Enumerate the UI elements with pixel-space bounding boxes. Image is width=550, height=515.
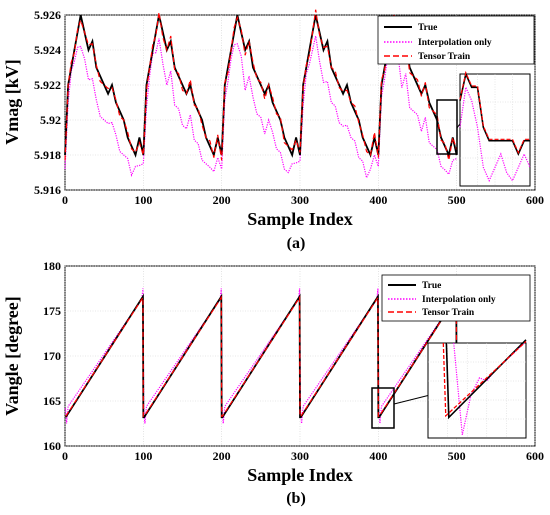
- y-tick-label: 180: [43, 259, 61, 273]
- y-tick-label: 5.916: [34, 183, 61, 197]
- panel-b-zoom-arrow: [393, 394, 431, 405]
- panel-b-zoom-box: [371, 387, 395, 429]
- x-tick-label: 200: [213, 449, 231, 463]
- panel-b-inset-series: [442, 339, 527, 435]
- x-tick-label: 300: [291, 449, 309, 463]
- inset-series-tensor-train: [459, 70, 530, 155]
- panel-a: 0 100 200 300 400 500 600 5.9165.9185.925.9225…: [2, 8, 544, 252]
- y-tick-label: 5.918: [34, 148, 61, 162]
- panel-a-y-axis-label: Vmag [kV]: [2, 59, 22, 145]
- panel-b-label: (b): [286, 490, 306, 507]
- panel-a-x-axis-label: Sample Index: [247, 209, 353, 229]
- legend-b-true-label: True: [422, 281, 441, 291]
- inset-series-tensor-train: [442, 340, 527, 418]
- panel-b-inset: [427, 339, 527, 439]
- x-tick-label: 500: [448, 449, 466, 463]
- panel-b-inset-frame: [427, 342, 527, 439]
- panel-a-x-ticks: 0 100 200 300 400 500 600: [62, 193, 544, 207]
- x-tick-label: 100: [134, 193, 152, 207]
- legend-b-tt-label: Tensor Train: [422, 308, 475, 318]
- y-tick-label: 170: [43, 349, 61, 363]
- y-tick-label: 5.92: [40, 113, 61, 127]
- x-tick-label: 600: [526, 193, 544, 207]
- x-tick-label: 100: [134, 449, 152, 463]
- legend-interp-label: Interpolation only: [418, 38, 492, 48]
- x-tick-label: 400: [369, 449, 387, 463]
- panel-b-series: [64, 288, 458, 424]
- panel-a-y-ticks: 5.916 5.918 5.92 5.922 5.924 5.926: [34, 8, 61, 197]
- x-tick-label: 300: [291, 193, 309, 207]
- y-tick-label: 175: [43, 304, 61, 318]
- y-tick-label: 5.922: [34, 78, 61, 92]
- panel-a-label: (a): [287, 235, 306, 252]
- y-tick-label: 5.926: [34, 8, 61, 22]
- legend-true-label: True: [418, 23, 437, 33]
- legend-b-interp-label: Interpolation only: [422, 295, 496, 305]
- panel-a-legend: True Interpolation only Tensor Train: [377, 15, 535, 65]
- panel-b-legend: True Interpolation only Tensor Train: [381, 274, 531, 322]
- x-tick-label: 400: [369, 193, 387, 207]
- panel-b-legend-box: [381, 274, 531, 322]
- panel-b-x-axis-label: Sample Index: [247, 465, 353, 485]
- x-tick-label: 500: [448, 193, 466, 207]
- series-interpolation-only: [64, 35, 457, 180]
- panel-a-inset: [459, 70, 531, 187]
- x-tick-label: 0: [62, 193, 68, 207]
- series-tensor-train: [65, 295, 458, 417]
- y-tick-label: 5.924: [34, 43, 61, 57]
- y-tick-label: 160: [43, 439, 61, 453]
- legend-tt-label: Tensor Train: [418, 52, 471, 62]
- panel-b-y-axis-label: Vangle [degree]: [2, 296, 22, 415]
- x-tick-label: 200: [213, 193, 231, 207]
- inset-series-interpolation-only: [459, 85, 531, 183]
- panel-b-y-ticks: 160 165 170 175 180: [43, 259, 61, 453]
- panel-b-x-ticks: 0 100 200 300 400 500 600: [62, 449, 544, 463]
- y-tick-label: 165: [43, 394, 61, 408]
- panel-a-inset-series: [459, 70, 531, 183]
- panel-b: 0 100 200 300 400 500 600 160 165 170 175 180 True…: [2, 259, 544, 507]
- inset-series-interpolation-only: [453, 340, 527, 435]
- x-tick-label: 600: [526, 449, 544, 463]
- x-tick-label: 0: [62, 449, 68, 463]
- panel-a-zoom-box: [436, 99, 458, 155]
